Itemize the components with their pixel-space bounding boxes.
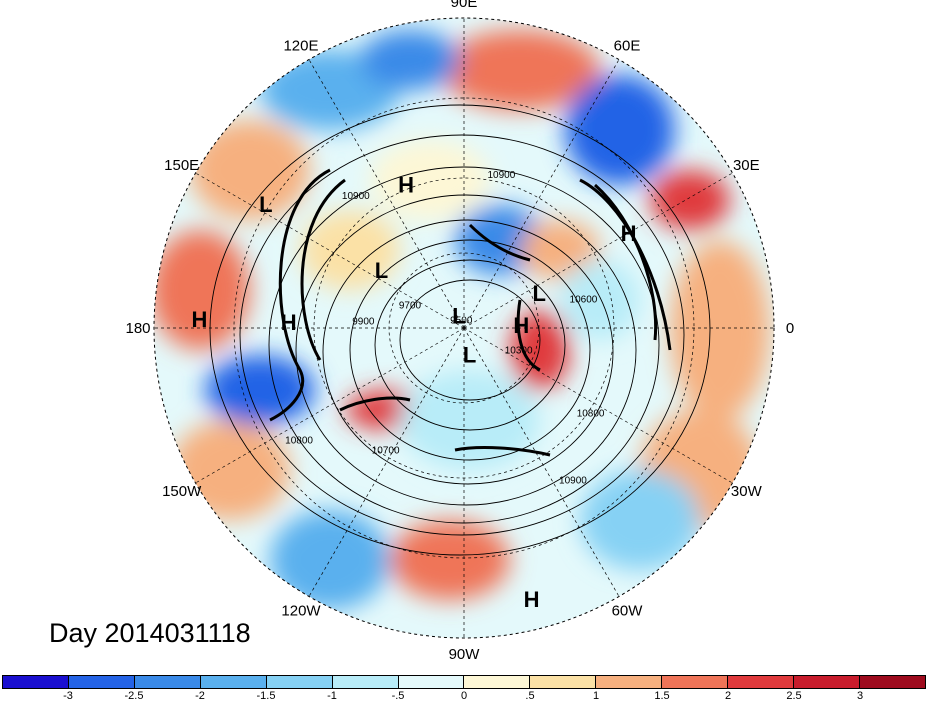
low-pressure-marker: L xyxy=(452,303,465,328)
high-pressure-marker: H xyxy=(281,310,297,335)
meridian-line xyxy=(463,327,620,597)
colorbar-tick-label: -.5 xyxy=(391,690,405,702)
jet-contours xyxy=(269,168,672,457)
longitude-label: 0 xyxy=(786,320,794,337)
colorbar-swatch xyxy=(266,676,333,688)
colorbar-tick-label: -3 xyxy=(63,690,73,702)
meridian-line xyxy=(195,172,465,329)
colorbar-swatch xyxy=(464,676,531,688)
contour-label: 10800 xyxy=(577,409,605,420)
colorbar xyxy=(2,675,926,689)
colorbar-tick-label: -2 xyxy=(195,690,205,702)
longitude-label: 30W xyxy=(731,483,763,500)
colorbar-tick-label: .5 xyxy=(525,690,535,702)
contour-label: 10900 xyxy=(342,191,370,202)
map-boundary xyxy=(153,17,775,639)
longitude-label: 120E xyxy=(283,38,318,55)
contour-label: 10700 xyxy=(372,445,400,456)
longitude-label: 180 xyxy=(125,320,150,337)
anomaly-field xyxy=(154,18,774,638)
height-contours xyxy=(209,104,711,556)
meridian-line xyxy=(463,327,733,484)
contour-label: 10900 xyxy=(487,170,515,181)
colorbar-swatch xyxy=(3,676,69,688)
colorbar-swatch xyxy=(68,676,135,688)
colorbar-swatch xyxy=(728,676,795,688)
low-pressure-marker: L xyxy=(463,343,476,368)
colorbar-tick-label: 1.5 xyxy=(654,690,670,702)
colorbar-swatch xyxy=(596,676,663,688)
colorbar-tick-label: -2.5 xyxy=(124,690,144,702)
high-pressure-marker: H xyxy=(513,313,529,338)
meridian-line xyxy=(308,327,465,597)
colorbar-swatch xyxy=(530,676,597,688)
contour-label: 10600 xyxy=(570,295,598,306)
longitude-label: 90E xyxy=(451,0,478,11)
high-pressure-marker: H xyxy=(621,221,637,246)
longitude-label: 60E xyxy=(614,38,641,55)
longitude-label: 30E xyxy=(733,157,760,174)
contour-label: 10900 xyxy=(559,476,587,487)
colorbar-swatch xyxy=(662,676,729,688)
longitude-label: 90W xyxy=(449,646,481,663)
longitude-label: 120W xyxy=(281,602,321,619)
colorbar-labels: -3 -2.5 -2 -1.5 -1 -.5 0 .5 1 1.5 2 2.5 3 xyxy=(2,690,926,702)
colorbar-tick-label: -1 xyxy=(327,690,337,702)
meridian-line xyxy=(463,172,733,329)
longitude-label: 150W xyxy=(162,483,202,500)
colorbar-tick-label: 1 xyxy=(592,690,600,702)
colorbar-swatch xyxy=(200,676,267,688)
colorbar-tick-label: -1.5 xyxy=(256,690,276,702)
colorbar-swatch xyxy=(332,676,399,688)
contour-label: 9500 xyxy=(450,315,473,326)
longitude-label: 150E xyxy=(164,157,199,174)
colorbar-swatch xyxy=(794,676,860,688)
high-pressure-marker: H xyxy=(191,307,207,332)
low-pressure-marker: L xyxy=(259,192,272,217)
colorbar-swatch xyxy=(398,676,465,688)
contour-label: 9700 xyxy=(399,300,422,311)
high-pressure-marker: H xyxy=(398,173,414,198)
colorbar-swatch xyxy=(859,676,925,688)
colorbar-tick-label: 0 xyxy=(460,690,468,702)
day-title: Day 2014031118 xyxy=(49,618,251,648)
colorbar-tick-label: 2 xyxy=(724,690,732,702)
colorbar-tick-label: 3 xyxy=(856,690,864,702)
colorbar-swatch xyxy=(134,676,201,688)
low-pressure-marker: L xyxy=(375,258,388,283)
high-pressure-marker: H xyxy=(524,587,540,612)
low-pressure-marker: L xyxy=(533,281,546,306)
longitude-label: 60W xyxy=(612,602,644,619)
meridian-line xyxy=(195,327,465,484)
meridian-line xyxy=(463,59,620,329)
contour-label: 10800 xyxy=(285,435,313,446)
meridian-line xyxy=(308,59,465,329)
contour-label: 9900 xyxy=(352,316,375,327)
contour-label: 10300 xyxy=(505,345,533,356)
colorbar-tick-label: 2.5 xyxy=(786,690,802,702)
